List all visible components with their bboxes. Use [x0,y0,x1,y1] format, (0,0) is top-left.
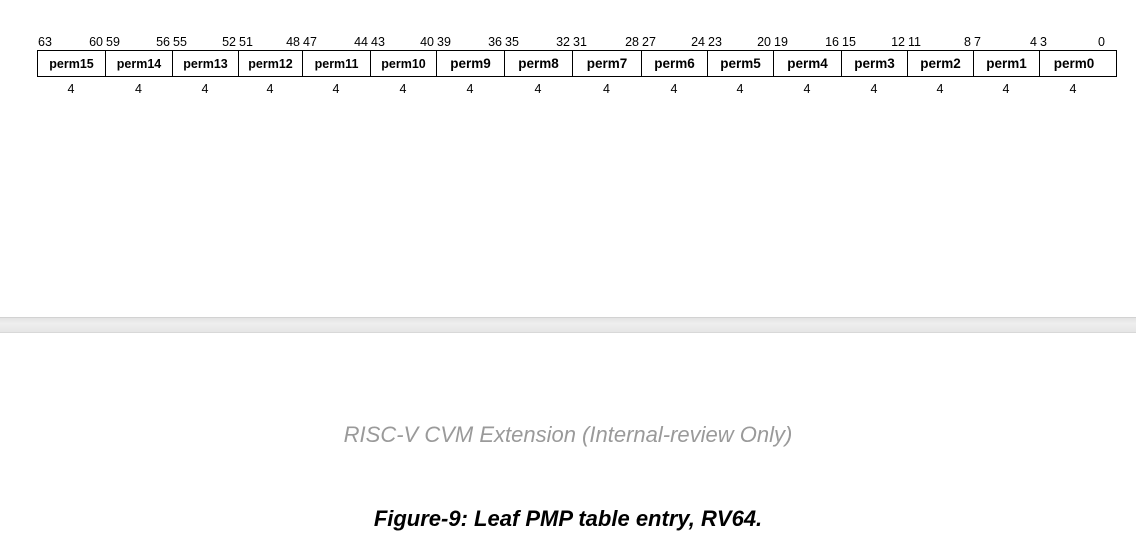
bit-label-low: 56 [156,35,170,49]
bit-label-low: 0 [1098,35,1105,49]
bit-label-low: 40 [420,35,434,49]
field-perm13: perm13 [173,51,239,76]
field-width-perm8: 4 [534,82,542,96]
bit-label-low: 44 [354,35,368,49]
field-width-perm0: 4 [1069,82,1077,96]
field-width-perm3: 4 [870,82,878,96]
field-width-perm2: 4 [936,82,944,96]
bit-label-high: 15 [842,35,856,49]
bit-label-low: 12 [891,35,905,49]
field-width-perm9: 4 [466,82,474,96]
field-width-perm14: 4 [135,82,142,96]
field-perm14: perm14 [106,51,173,76]
bit-label-low: 28 [625,35,639,49]
field-perm7: perm7 [573,51,642,76]
page-bottom [0,333,1136,541]
field-perm6: perm6 [642,51,708,76]
field-perm4: perm4 [774,51,842,76]
field-width-perm1: 4 [1002,82,1010,96]
bit-label-low: 36 [488,35,502,49]
field-perm0: perm0 [1053,56,1095,71]
bit-label-high: 59 [106,35,120,49]
page-separator [0,317,1136,333]
register-diagram: 63 60 59 56 55 52 51 48 47 44 43 40 39 36 35 32 31 28 27 24… [37,34,1117,96]
field-width-perm15: 4 [67,82,75,96]
bit-label-low: 16 [825,35,839,49]
bit-label-high: 3 [1040,35,1047,49]
bit-label-high: 63 [38,35,52,49]
bit-label-high: 23 [708,35,722,49]
bit-label-low: 8 [964,35,971,49]
page-top: 63 60 59 56 55 52 51 48 47 44 43 40 39 36 35 32 31 28 27 24… [37,34,1117,96]
figure-caption: Figure-9: Leaf PMP table entry, RV64. [373,506,763,531]
bit-label-low: 24 [691,35,705,49]
field-width-perm6: 4 [670,82,678,96]
bit-label-high: 35 [505,35,519,49]
bit-label-low: 60 [89,35,103,49]
bit-position-row: 63 60 59 56 55 52 51 48 47 44 43 40 39 36 35 32 31 28 27 24… [37,34,1117,50]
field-perm9: perm9 [437,51,505,76]
bit-label-low: 52 [222,35,236,49]
bit-label-low: 32 [556,35,570,49]
field-width-perm13: 4 [201,82,209,96]
bit-label-high: 39 [437,35,451,49]
field-width-perm11: 4 [332,82,340,96]
field-perm2: perm2 [908,51,974,76]
field-width-row: 4 4 4 4 4 4 4 4 4 4 4 4 4 4 4 4 [37,82,1117,96]
field-perm10: perm10 [371,51,437,76]
bit-label-high: 7 [974,35,981,49]
bit-label-high: 55 [173,35,187,49]
bit-label-low: 4 [1030,35,1037,49]
field-perm12: perm12 [239,51,303,76]
register-fields: perm15 perm14 perm13 perm12 perm11 perm10 perm… [37,50,1117,77]
field-perm15: perm15 [38,51,106,76]
field-perm1: perm1 [974,51,1040,76]
field-width-perm7: 4 [603,82,610,96]
bit-label-high: 51 [239,35,253,49]
field-perm5: perm5 [708,51,774,76]
field-perm11: perm11 [303,51,371,76]
bit-label-low: 48 [286,35,300,49]
field-width-perm5: 4 [736,82,744,96]
bit-label-high: 11 [908,35,921,49]
bit-label-low: 20 [757,35,771,49]
field-perm8: perm8 [505,51,573,76]
field-perm3: perm3 [842,51,908,76]
field-width-perm12: 4 [266,82,274,96]
bit-label-high: 47 [303,35,317,49]
bit-label-high: 27 [642,35,656,49]
field-width-perm10: 4 [399,82,407,96]
bit-label-high: 19 [774,35,788,49]
page-header-text: RISC-V CVM Extension (Internal-review On… [343,422,793,447]
bit-label-high: 31 [573,35,587,49]
field-width-perm4: 4 [803,82,811,96]
bit-label-high: 43 [371,35,385,49]
